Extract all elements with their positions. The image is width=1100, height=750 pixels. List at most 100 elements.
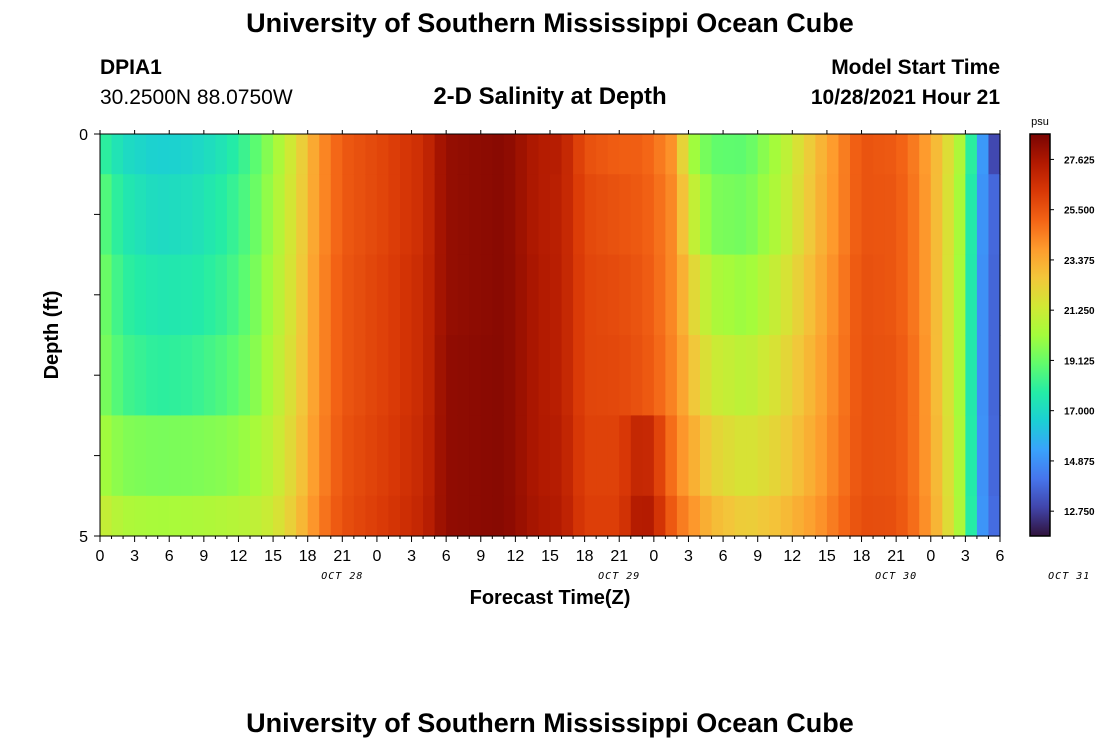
colorbar-label: 27.625: [1064, 155, 1095, 166]
heatmap-cell: [665, 495, 678, 537]
heatmap-cell: [400, 254, 413, 336]
heatmap-cell: [688, 335, 701, 416]
heatmap-cell: [653, 335, 666, 416]
heatmap-cell: [376, 174, 390, 256]
colorbar-label: 21.250: [1064, 306, 1095, 317]
heatmap-cell: [965, 254, 978, 336]
heatmap-cell: [492, 174, 505, 256]
heatmap-cell: [192, 335, 205, 416]
heatmap-cell: [342, 415, 355, 497]
heatmap-cell: [561, 174, 574, 256]
heatmap-cell: [261, 335, 274, 416]
heatmap-cell: [203, 415, 216, 497]
heatmap-cell: [538, 415, 551, 497]
heatmap-cell: [273, 254, 286, 336]
x-tick-label: 18: [576, 548, 594, 565]
heatmap-cell: [746, 495, 759, 537]
heatmap-cell: [226, 254, 240, 336]
heatmap-cell: [596, 174, 609, 256]
heatmap-cell: [723, 174, 736, 256]
y-tick-label: 0: [79, 127, 88, 144]
heatmap-cell: [423, 495, 436, 537]
heatmap-cell: [146, 134, 159, 175]
heatmap-cell: [146, 254, 159, 336]
heatmap-cell: [942, 335, 955, 416]
heatmap-cell: [573, 495, 586, 537]
heatmap-cell: [561, 335, 574, 416]
heatmap-cell: [826, 495, 840, 537]
heatmap-cell: [365, 174, 378, 256]
heatmap-cell: [665, 134, 678, 175]
heatmap-cell: [203, 335, 216, 416]
heatmap-cell: [965, 335, 978, 416]
heatmap-cell: [250, 134, 263, 175]
heatmap-cell: [180, 495, 193, 537]
heatmap-cell: [942, 254, 955, 336]
heatmap-cells: [100, 134, 1001, 537]
x-tick-label: 3: [684, 548, 693, 565]
heatmap-cell: [653, 134, 666, 175]
heatmap-cell: [676, 174, 690, 256]
x-tick-label: 12: [230, 548, 248, 565]
heatmap-cell: [538, 174, 551, 256]
heatmap-cell: [550, 134, 563, 175]
heatmap-cell: [400, 335, 413, 416]
heatmap-cell: [896, 174, 909, 256]
heatmap-cell: [307, 134, 320, 175]
heatmap-cell: [307, 495, 320, 537]
heatmap-cell: [896, 134, 909, 175]
heatmap-cell: [573, 174, 586, 256]
heatmap-cell: [515, 134, 528, 175]
heatmap-cell: [388, 335, 401, 416]
heatmap-cell: [365, 495, 378, 537]
heatmap-cell: [734, 415, 747, 497]
x-tick-label: 9: [753, 548, 762, 565]
heatmap-cell: [307, 415, 320, 497]
heatmap-cell: [850, 335, 863, 416]
heatmap-cell: [665, 335, 678, 416]
heatmap-cell: [907, 415, 920, 497]
heatmap-cell: [838, 134, 851, 175]
heatmap-cell: [492, 495, 505, 537]
heatmap-cell: [469, 415, 482, 497]
heatmap-cell: [400, 415, 413, 497]
heatmap-cell: [596, 415, 609, 497]
heatmap-cell: [780, 254, 793, 336]
heatmap-cell: [319, 254, 332, 336]
heatmap-cell: [180, 415, 193, 497]
heatmap-cell: [734, 134, 747, 175]
plot-title: 2-D Salinity at Depth: [433, 83, 667, 110]
heatmap-cell: [203, 134, 216, 175]
heatmap-cell: [123, 495, 136, 537]
colorbar-label: 12.750: [1064, 507, 1095, 518]
heatmap-cell: [365, 335, 378, 416]
heatmap-cell: [238, 134, 251, 175]
heatmap-cell: [330, 495, 343, 537]
heatmap-cell: [792, 495, 805, 537]
heatmap-cell: [884, 415, 897, 497]
heatmap-cell: [607, 415, 620, 497]
heatmap-cell: [319, 134, 332, 175]
heatmap-cell: [157, 134, 170, 175]
station-id: DPIA1: [100, 56, 162, 79]
heatmap-cell: [434, 335, 447, 416]
heatmap-cell: [826, 335, 840, 416]
heatmap-cell: [619, 174, 632, 256]
heatmap-cell: [826, 254, 840, 336]
heatmap-cell: [584, 495, 597, 537]
heatmap-cell: [353, 254, 366, 336]
heatmap-cell: [296, 495, 309, 537]
heatmap-cell: [561, 254, 574, 336]
heatmap-cell: [169, 415, 182, 497]
heatmap-cell: [296, 335, 309, 416]
heatmap-cell: [884, 254, 897, 336]
heatmap-cell: [319, 495, 332, 537]
heatmap-cell: [284, 254, 297, 336]
heatmap-cell: [919, 335, 932, 416]
heatmap-cell: [469, 495, 482, 537]
x-tick-label: 12: [506, 548, 524, 565]
heatmap-cell: [388, 495, 401, 537]
heatmap-cell: [353, 415, 366, 497]
heatmap-cell: [596, 254, 609, 336]
heatmap-cell: [596, 335, 609, 416]
